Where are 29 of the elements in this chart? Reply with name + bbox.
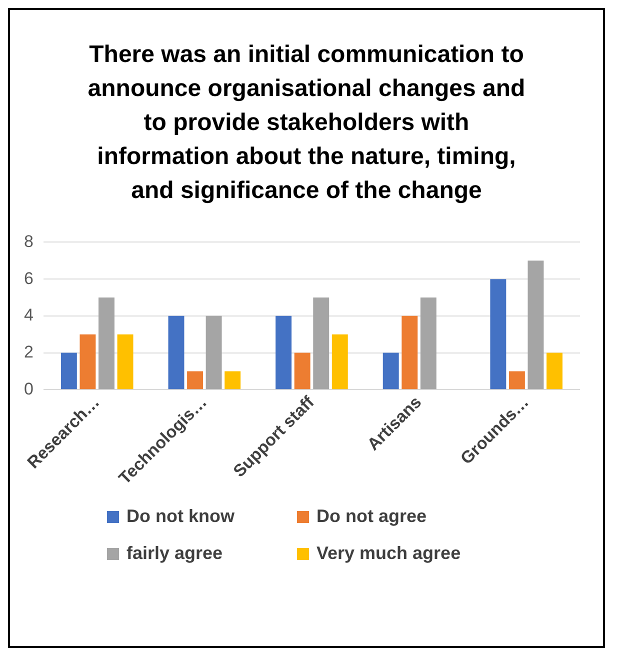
bar xyxy=(508,371,525,390)
bar xyxy=(332,334,348,390)
y-tick-label: 0 xyxy=(24,379,34,398)
y-tick-label: 6 xyxy=(24,268,34,288)
legend-label: Do not know xyxy=(126,506,234,527)
bar xyxy=(402,316,418,390)
bar xyxy=(224,371,241,390)
y-tick-label: 8 xyxy=(24,232,34,251)
bar xyxy=(187,371,204,390)
y-tick-label: 4 xyxy=(24,306,34,325)
bar xyxy=(546,352,562,390)
bar xyxy=(382,352,399,390)
bar xyxy=(420,297,436,390)
bar xyxy=(206,316,222,390)
bar xyxy=(80,334,96,390)
legend-label: fairly agree xyxy=(126,543,223,564)
bar xyxy=(98,297,114,390)
bar xyxy=(490,279,506,390)
bar xyxy=(294,352,310,390)
bar xyxy=(313,297,330,390)
bar xyxy=(528,260,544,390)
legend-label: Do not agree xyxy=(316,506,427,527)
chart-title: There was an initial communication to announce organisational changes and to provide stakeholders with information about the nature, timing, and significance of the change xyxy=(86,40,526,206)
y-tick-label: 2 xyxy=(24,342,34,362)
bar xyxy=(117,334,134,390)
bar xyxy=(276,316,292,390)
bar xyxy=(168,316,184,390)
legend-label: Very much agree xyxy=(316,543,461,564)
bar xyxy=(60,352,77,390)
